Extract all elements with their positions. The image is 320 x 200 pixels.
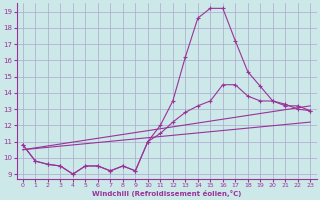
X-axis label: Windchill (Refroidissement éolien,°C): Windchill (Refroidissement éolien,°C) bbox=[92, 190, 241, 197]
